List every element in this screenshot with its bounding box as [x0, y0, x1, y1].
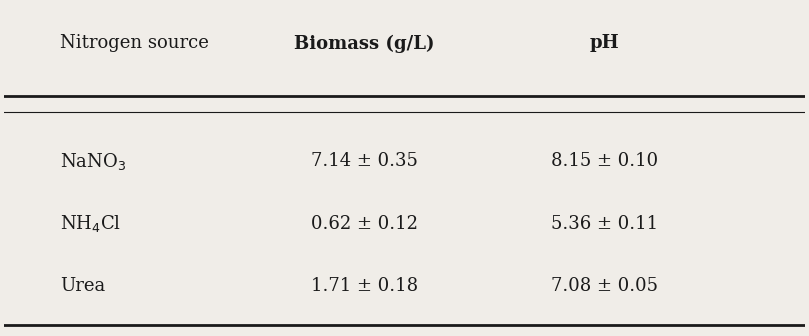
- Text: Urea: Urea: [60, 277, 105, 295]
- Text: Nitrogen source: Nitrogen source: [60, 35, 209, 52]
- Text: pH: pH: [590, 35, 620, 52]
- Text: 1.71 ± 0.18: 1.71 ± 0.18: [311, 277, 418, 295]
- Text: Biomass (g/L): Biomass (g/L): [294, 34, 434, 53]
- Text: 0.62 ± 0.12: 0.62 ± 0.12: [311, 215, 418, 233]
- Text: 8.15 ± 0.10: 8.15 ± 0.10: [551, 153, 659, 170]
- Text: NH$_4$Cl: NH$_4$Cl: [60, 213, 121, 234]
- Text: 7.14 ± 0.35: 7.14 ± 0.35: [311, 153, 418, 170]
- Text: 7.08 ± 0.05: 7.08 ± 0.05: [551, 277, 659, 295]
- Text: 5.36 ± 0.11: 5.36 ± 0.11: [551, 215, 659, 233]
- Text: NaNO$_3$: NaNO$_3$: [60, 151, 126, 172]
